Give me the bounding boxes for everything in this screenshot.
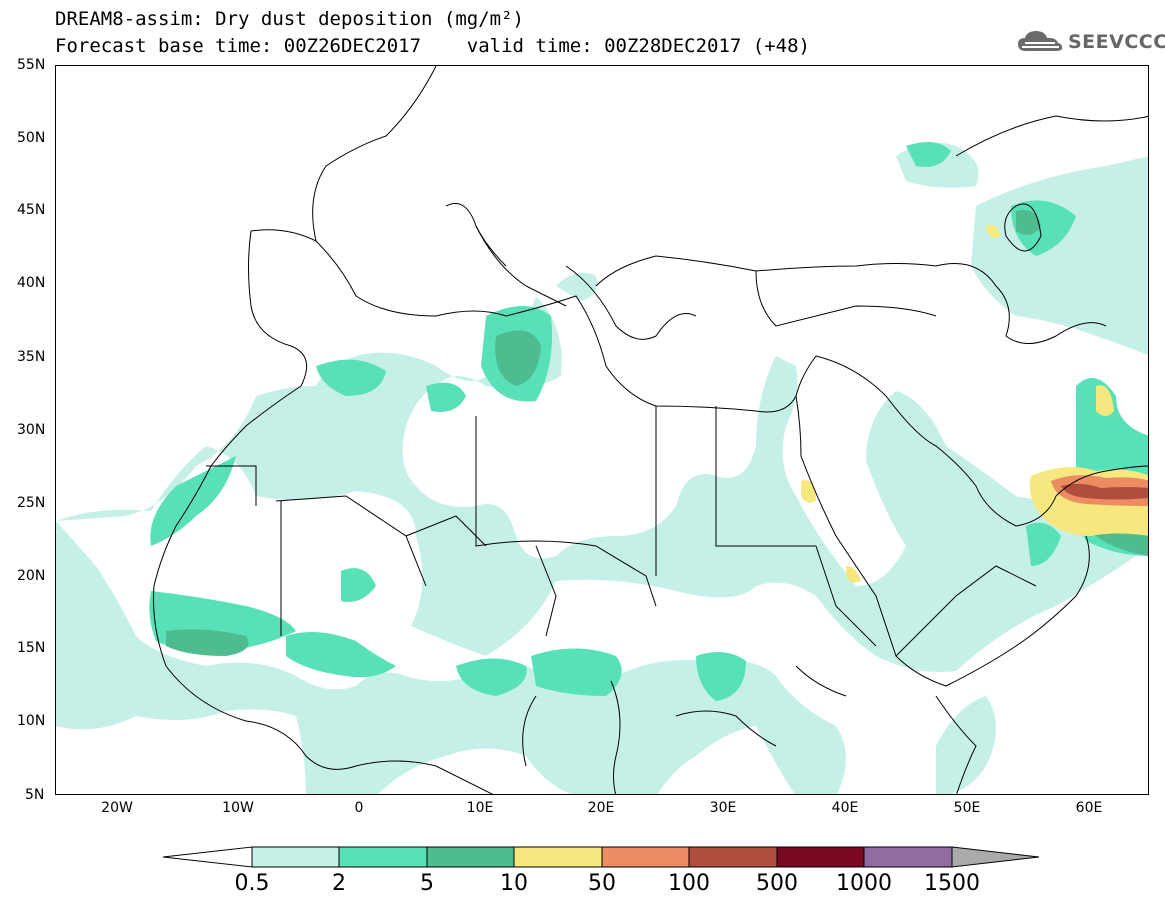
lat-label: 40N [17, 275, 46, 291]
colorbar [163, 846, 1040, 868]
lat-label: 15N [17, 640, 46, 656]
map-canvas [56, 66, 1148, 794]
colorbar-label: 100 [668, 871, 710, 896]
lon-label: 30E [709, 800, 737, 816]
colorbar-label: 500 [756, 871, 798, 896]
colorbar-label: 2 [332, 871, 346, 896]
colorbar-swatch [338, 846, 428, 868]
colorbar-swatch [776, 846, 865, 868]
seevccc-logo: SEEVCCC [1016, 28, 1165, 56]
colorbar-label: 1500 [924, 871, 980, 896]
lat-label: 45N [17, 202, 46, 218]
map-title: DREAM8-assim: Dry dust deposition (mg/m²… [55, 8, 524, 30]
colorbar-swatch [251, 846, 340, 868]
lon-label: 20W [101, 800, 133, 816]
colorbar-swatch [601, 846, 690, 868]
cloud-icon [1018, 31, 1063, 51]
colorbar-label: 50 [588, 871, 616, 896]
dust-deposition-map [55, 65, 1149, 795]
lat-label: 10N [17, 713, 46, 729]
lat-label: 30N [17, 422, 46, 438]
colorbar-swatch [426, 846, 515, 868]
lat-label: 20N [17, 568, 46, 584]
lon-label: 0 [354, 800, 364, 816]
colorbar-label: 5 [420, 871, 434, 896]
lon-label: 10E [466, 800, 494, 816]
colorbar-under-triangle [163, 846, 253, 868]
colorbar-label: 0.5 [234, 871, 270, 896]
lon-label: 60E [1075, 800, 1103, 816]
colorbar-swatch [513, 846, 603, 868]
lon-label: 40E [831, 800, 859, 816]
colorbar-label: 10 [500, 871, 528, 896]
deposition-shading-light [56, 142, 1148, 794]
lat-label: 25N [17, 495, 46, 511]
colorbar-swatch [863, 846, 953, 868]
lon-label: 20E [587, 800, 615, 816]
colorbar-over-triangle [951, 846, 1040, 868]
lat-label: 50N [17, 130, 46, 146]
colorbar-label: 1000 [836, 871, 892, 896]
lon-label: 50E [953, 800, 981, 816]
coastlines-borders [153, 66, 1148, 794]
logo-text: SEEVCCC [1068, 31, 1165, 53]
lat-label: 55N [17, 57, 46, 73]
colorbar-swatch [688, 846, 778, 868]
lat-label: 35N [17, 349, 46, 365]
forecast-time-subtitle: Forecast base time: 00Z26DEC2017 valid t… [55, 35, 810, 57]
deposition-shading-high [1051, 475, 1148, 506]
lon-label: 10W [222, 800, 254, 816]
lat-label: 5N [25, 787, 45, 803]
